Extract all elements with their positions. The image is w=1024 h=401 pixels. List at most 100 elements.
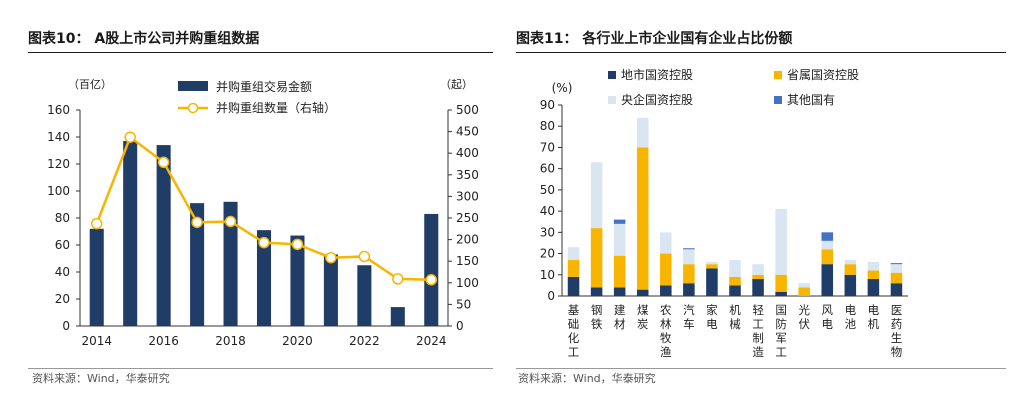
stacked-bar-segment: [590, 228, 603, 288]
bar: [190, 203, 205, 326]
stacked-bar-segment: [752, 274, 764, 280]
x-tick-label: 农林牧渔: [660, 303, 672, 359]
x-tick-label: 钢铁: [591, 303, 603, 331]
y2-tick-label: 350: [456, 168, 479, 182]
x-tick-label: 2024: [416, 334, 447, 348]
x-tick-label: 2016: [148, 334, 179, 348]
y-tick-label: 120: [47, 157, 70, 171]
line-point: [191, 216, 203, 229]
stacked-bar-segment: [706, 262, 718, 265]
stacked-bar-segment: [890, 264, 903, 273]
y-tick-label: 50: [540, 183, 555, 197]
y-tick-label: 80: [540, 119, 555, 133]
x-tick-label: 2018: [215, 334, 246, 348]
stacked-bar-segment: [613, 255, 626, 288]
bar: [223, 201, 238, 326]
y-tick-label: 40: [55, 265, 70, 279]
ma-chart-svg: 0 20 40 60 80 100 120 140 160 0 50 100 150 200 250 300 3…: [47, 78, 479, 348]
y-axis-label: （百亿）: [68, 78, 112, 91]
x-tick-label: 医药生物: [891, 303, 903, 359]
left-source-rule: [28, 368, 493, 369]
y-tick-label: 70: [540, 140, 555, 154]
stacked-bar-segment: [798, 283, 810, 288]
x-tick-label: 汽车: [683, 303, 695, 331]
y-tick-label: 60: [55, 238, 70, 252]
bar: [323, 254, 338, 326]
bar: [290, 235, 305, 326]
legend-swatch: [608, 96, 616, 104]
bar: [156, 145, 171, 326]
right-title-rule: [516, 52, 1006, 53]
stacked-bar-segment: [867, 262, 880, 271]
stacked-bar-segment: [636, 289, 649, 296]
x-tick-label: 风电: [822, 303, 834, 331]
y2-tick-label: 0: [456, 319, 464, 333]
stacked-bar-segment: [752, 264, 764, 275]
stacked-bar-segment: [567, 276, 580, 296]
stacked-bar-segment: [613, 219, 626, 224]
y-tick-label: 140: [47, 130, 70, 144]
legend-swatch: [608, 71, 616, 79]
right-chart-title: 图表11： 各行业上市企业国有企业占比份额: [516, 31, 793, 47]
stacked-bar-segment: [775, 208, 787, 275]
y-tick-label: 40: [540, 204, 555, 218]
left-chart-title: 图表10： A股上市公司并购重组数据: [28, 31, 260, 47]
stacked-bar-segment: [844, 259, 857, 265]
x-tick-label: 机械: [729, 303, 741, 331]
legend-swatch: [774, 96, 782, 104]
stacked-bar-segment: [821, 240, 834, 250]
y2-tick-label: 250: [456, 211, 479, 225]
line-point: [90, 217, 103, 230]
left-chart-source: 资料来源：Wind，华泰研究: [32, 372, 170, 385]
stacked-bar-segment: [775, 274, 787, 292]
stacked-bar-segment: [867, 270, 880, 280]
right-chart-panel: 图表11： 各行业上市企业国有企业占比份额 0 10 20 30 40 50 60 70 80 9…: [510, 0, 1024, 401]
y2-tick-label: 400: [456, 146, 479, 160]
stacked-bar-segment: [683, 264, 695, 284]
stacked-bar-segment: [890, 272, 903, 284]
stacked-bar-segment: [821, 249, 834, 265]
x-tick-label: 电机: [868, 303, 880, 331]
x-tick-label: 家电: [706, 303, 718, 331]
legend-label-line: 并购重组数量（右轴）: [216, 100, 336, 115]
stacked-bar-segment: [683, 248, 695, 250]
stacked-bar-segment: [867, 279, 880, 296]
stacked-bar-segment: [706, 268, 718, 296]
y2-tick-label: 500: [456, 103, 479, 117]
bar: [256, 230, 272, 326]
x-tick-label: 光伏: [798, 303, 810, 331]
y-tick-label: 60: [540, 162, 555, 176]
stacked-bar-segment: [729, 259, 741, 277]
y2-tick-label: 450: [456, 125, 479, 139]
stacked-bar-segment: [660, 232, 672, 254]
line-point: [157, 156, 170, 169]
right-source-rule: [516, 368, 1006, 369]
line-point: [392, 273, 404, 285]
legend-label: 地市国资控股: [621, 67, 693, 82]
x-tick-label: 轻工制造: [752, 303, 764, 359]
y2-tick-label: 300: [456, 189, 479, 203]
y2-tick-label: 100: [456, 276, 479, 290]
stacked-bar-segment: [729, 285, 741, 296]
stacked-bar-segment: [636, 117, 649, 148]
stacked-bar-segment: [683, 283, 695, 296]
x-tick-label: 基础化工: [568, 303, 580, 359]
bar: [123, 141, 138, 326]
line-point: [425, 274, 438, 286]
stacked-bar-segment: [798, 287, 810, 296]
stacked-bar-segment: [706, 264, 718, 269]
legend-label: 央企国资控股: [621, 92, 693, 107]
stacked-bar-segment: [821, 232, 834, 241]
y-tick-label: 0: [62, 319, 70, 333]
legend-label: 省属国资控股: [787, 68, 859, 82]
x-tick-label: 2020: [282, 334, 313, 348]
y-tick-label: 30: [540, 225, 555, 239]
y2-axis-label: （起）: [440, 78, 473, 91]
legend-swatch: [774, 71, 782, 79]
stacked-bar-segment: [890, 283, 903, 296]
soe-share-chart-svg: 0 10 20 30 40 50 60 70 80 90 (%) 基础化工钢铁建材煤炭农林牧渔汽车家电…: [540, 67, 908, 359]
stacked-bar-segment: [844, 264, 857, 275]
stacked-bar-segment: [567, 247, 580, 260]
line-point: [124, 131, 136, 143]
y-tick-label: 20: [540, 247, 555, 261]
